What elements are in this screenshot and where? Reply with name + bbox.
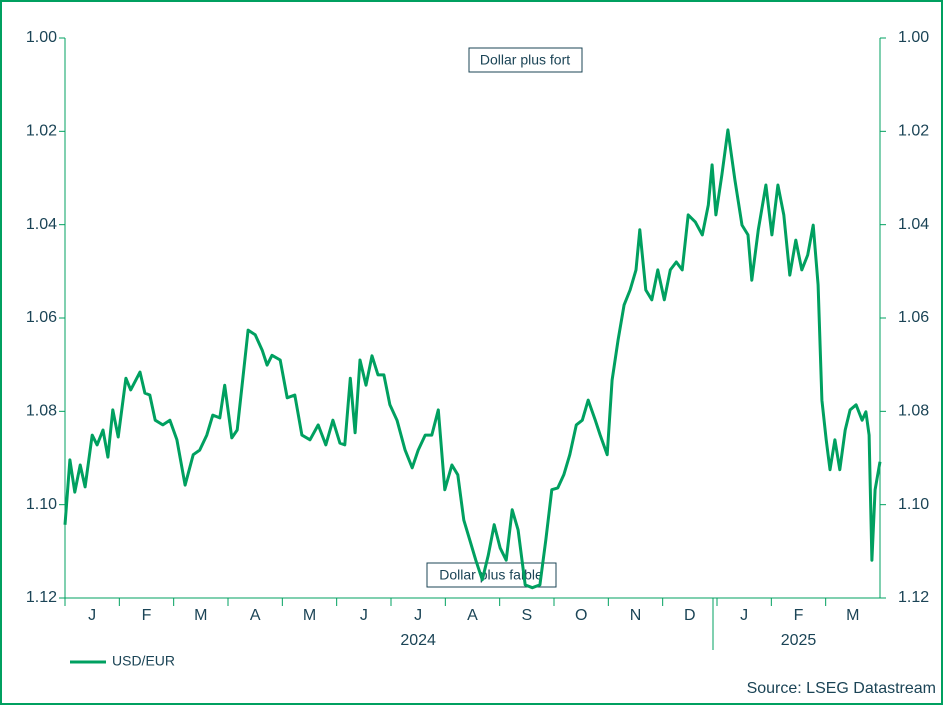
x-tick-label: D [684,607,696,624]
y2-tick-label: 1.00 [898,29,929,46]
y2-tick-label: 1.10 [898,496,929,513]
y2-tick-label: 1.06 [898,309,929,326]
y2-tick-label: 1.08 [898,403,929,420]
x-tick-label: M [303,607,316,624]
y-tick-label: 1.06 [26,309,57,326]
y2-tick-label: 1.04 [898,216,929,233]
annotation: Dollar plus faible [439,567,543,583]
y-tick-label: 1.04 [26,216,57,233]
source: Source: LSEG Datastream [747,680,936,697]
year-label: 2025 [781,632,817,649]
y2-tick-label: 1.02 [898,123,929,140]
annotation-box [426,562,557,588]
x-tick-label: N [630,607,642,624]
x-tick-label: A [467,607,478,624]
x-tick-label: F [794,607,804,624]
x-tick-label: J [88,607,96,624]
x-tick-label: J [360,607,368,624]
x-tick-label: F [142,607,152,624]
y-tick-label: 1.08 [26,403,57,420]
x-tick-label: J [414,607,422,624]
line [63,128,882,590]
x-tick-label: M [846,607,859,624]
x-tick-label: A [250,607,261,624]
legend-label: USD/EUR [112,653,175,669]
y-tick-label: 1.12 [26,589,57,606]
x-tick-label: S [521,607,532,624]
y-tick-label: 1.10 [26,496,57,513]
y2-tick-label: 1.12 [898,589,929,606]
year-label: 2024 [400,632,436,649]
x-tick-label: O [575,607,587,624]
annotation: Dollar plus fort [480,52,570,68]
y-tick-label: 1.00 [26,29,57,46]
annotation-box [468,47,583,73]
y-tick-label: 1.02 [26,123,57,140]
x-tick-label: M [194,607,207,624]
x-tick-label: J [740,607,748,624]
